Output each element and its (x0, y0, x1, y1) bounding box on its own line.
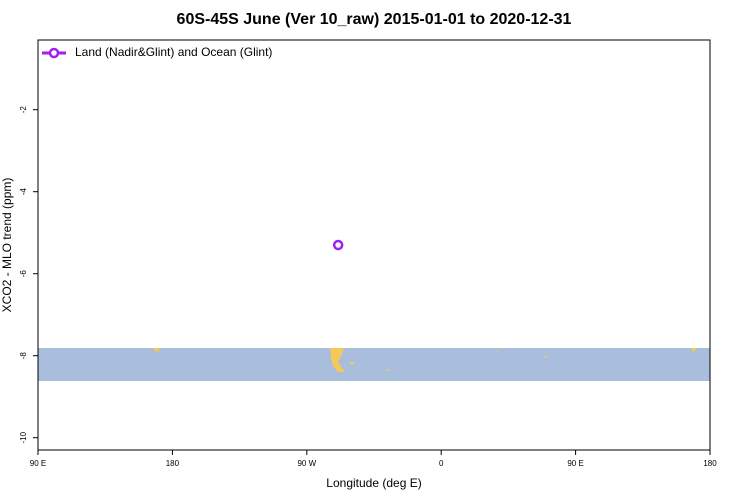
x-tick-label: 180 (703, 459, 717, 468)
plot-frame (37, 39, 711, 451)
y-tick-label: -10 (19, 431, 28, 443)
y-tick-label: -2 (19, 106, 28, 114)
land (153, 348, 160, 352)
ocean-band (38, 348, 710, 381)
land (497, 351, 499, 352)
chart-title: 60S-45S June (Ver 10_raw) 2015-01-01 to … (177, 11, 572, 28)
land (330, 348, 345, 372)
y-tick-label: -8 (19, 352, 28, 360)
x-tick-label: 90 E (567, 459, 583, 468)
x-tick-label: 0 (439, 459, 444, 468)
y-tick-label: -6 (19, 270, 28, 278)
land (387, 369, 389, 371)
y-tick-label: -4 (19, 188, 28, 196)
y-axis-label: XCO2 - MLO trend (ppm) (0, 178, 14, 313)
legend-label: Land (Nadir&Glint) and Ocean (Glint) (75, 45, 272, 59)
map-band (38, 348, 710, 381)
land (690, 348, 697, 352)
point (332, 239, 344, 251)
x-axis-label: Longitude (deg E) (326, 476, 421, 490)
legend-marker (48, 47, 60, 59)
x-tick-label: 180 (166, 459, 180, 468)
x-tick-label: 90 E (30, 459, 46, 468)
land (545, 356, 547, 358)
land (350, 362, 354, 364)
x-tick-label: 90 W (297, 459, 316, 468)
